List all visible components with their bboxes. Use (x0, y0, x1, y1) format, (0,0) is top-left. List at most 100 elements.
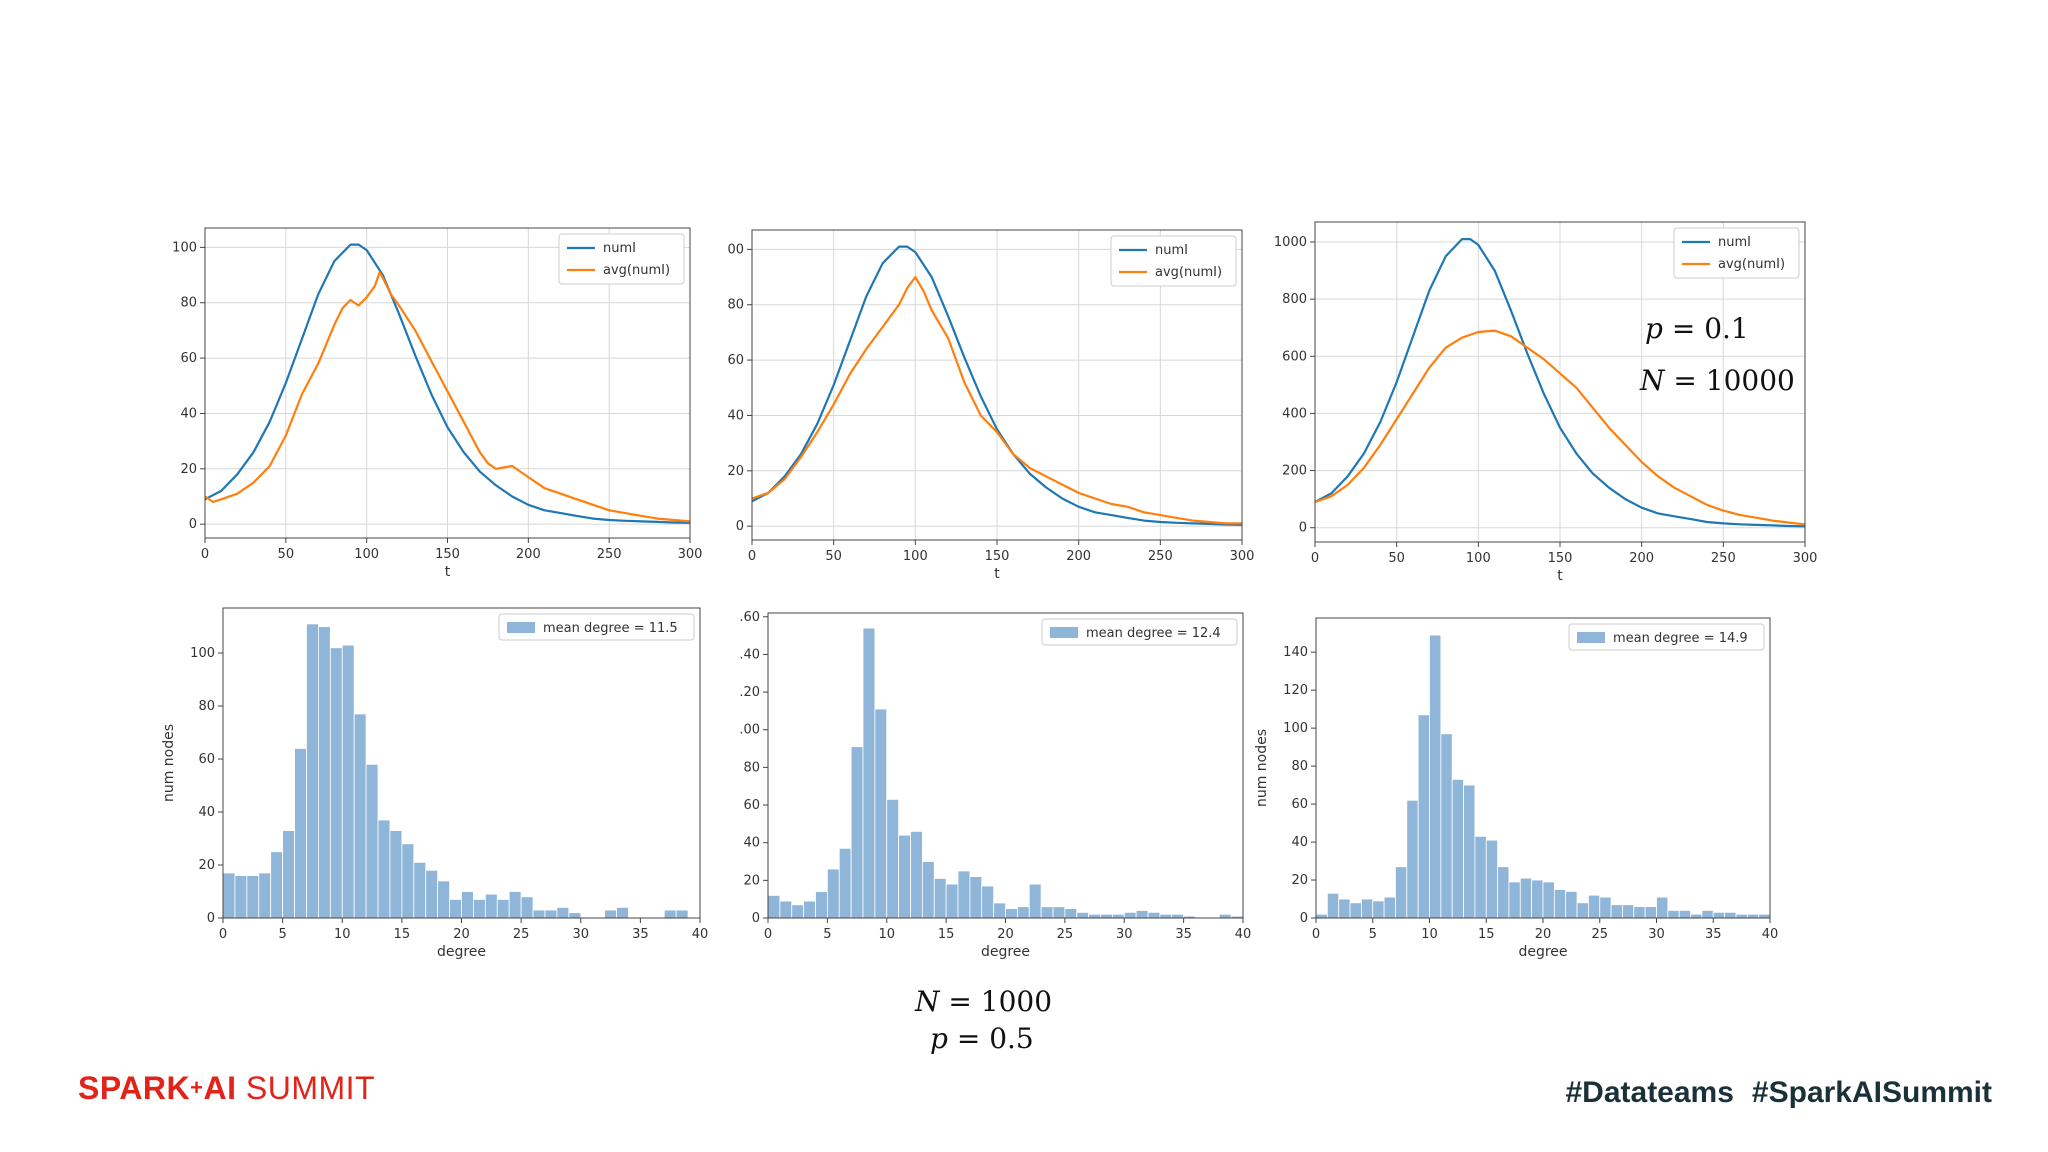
x-axis-label: degree (981, 944, 1030, 960)
y-tick-label-2: 40 (1291, 835, 1308, 850)
histogram-bar (1610, 904, 1623, 919)
x-tick-label-4: 20 (453, 927, 470, 942)
histogram-bar (826, 868, 840, 919)
histogram-bar (556, 907, 570, 919)
histogram-bar (1463, 784, 1476, 919)
histogram-bar (1088, 913, 1101, 919)
y-tick-label-0: 0 (189, 517, 197, 532)
hashtag-sparkaisummit: #SparkAISummit (1751, 1076, 1992, 1109)
histogram-bar (1064, 908, 1078, 919)
plot-area-2: numI avg(numI) 0 50 100 150 200 250 300 0 200 400 60… (1274, 221, 1817, 584)
histogram-bar (1100, 913, 1113, 919)
y-tick-label-5: 100 (1283, 721, 1308, 736)
x-tick-label-5: 25 (513, 927, 530, 942)
x-tick-label-1: 50 (825, 549, 842, 564)
y-tick-label-2: 400 (1282, 406, 1307, 421)
y-tick-label-3: 60 (727, 353, 744, 368)
legend-label-1: avg(numI) (603, 263, 670, 278)
legend-label-1: avg(numI) (1155, 265, 1222, 280)
legend-label-0: numI (1718, 235, 1751, 250)
y-tick-label-3: 60 (198, 752, 215, 767)
chart-bottom-left-svg: mean degree = 11.5 0 5 10 15 20 25 30 35 40 0 20 40 6… (161, 607, 708, 960)
histogram-bar (1147, 911, 1161, 919)
x-tick-label-1: 50 (1388, 551, 1405, 566)
y-tick-label-2: 40 (727, 408, 744, 423)
histogram-bar (1123, 911, 1137, 919)
chart-top-left: numI avg(numI) 0 50 100 150 200 250 300 0 20 40 60 80… (160, 227, 720, 598)
histogram-bar (1417, 714, 1430, 919)
histogram-bar (1565, 891, 1578, 919)
y-tick-label-3: 60 (743, 798, 760, 813)
x-tick-label-0: 0 (764, 927, 772, 942)
histogram-bar (568, 912, 582, 919)
x-axis-label: t (1557, 568, 1563, 584)
hashtag-dataanteams: #Datateams (1565, 1076, 1734, 1109)
x-tick-label-1: 5 (278, 927, 286, 942)
histogram-bar (520, 896, 534, 919)
y-tick-label-0: 0 (1299, 521, 1307, 536)
histogram-bar (1028, 883, 1042, 919)
x-axis-label: degree (437, 944, 486, 960)
legend-label-1: avg(numI) (1718, 257, 1785, 272)
x-tick-label-8: 40 (1235, 927, 1252, 942)
x-tick-label-2: 100 (1466, 551, 1491, 566)
x-tick-label-3: 15 (394, 927, 411, 942)
legend-swatch (1577, 632, 1605, 643)
histogram-bar (604, 909, 617, 919)
chart-top-right-svg: numI avg(numI) 0 50 100 150 200 250 300 0 200 400 60… (1274, 221, 1817, 584)
x-tick-label-1: 5 (1369, 927, 1377, 942)
histogram-bar (1758, 913, 1771, 919)
histogram-bar (1406, 799, 1419, 919)
y-axis-label: num nodes (1254, 729, 1270, 807)
y-tick-label-1: 20 (1291, 873, 1308, 888)
histogram-bar (413, 861, 427, 919)
y-tick-label-0: 0 (752, 911, 760, 926)
histogram-bar (306, 623, 319, 919)
histogram-bar (258, 872, 272, 919)
x-tick-label-6: 30 (1116, 927, 1133, 942)
x-tick-label-1: 50 (278, 547, 295, 562)
histogram-bar (957, 870, 971, 919)
histogram-bar (1016, 906, 1030, 919)
x-tick-label-6: 300 (1230, 549, 1255, 564)
series-line-numI (1314, 238, 1806, 528)
series-line-avg-numI (204, 271, 691, 523)
histogram-bar (484, 893, 498, 919)
y-tick-label-7: .40 (739, 647, 760, 662)
footer-hashtags: #Datateams #SparkAISummit (1547, 1076, 1992, 1110)
histogram-bar (969, 876, 983, 919)
y-tick-label-2: 40 (180, 406, 197, 421)
histogram-bar (886, 798, 900, 919)
x-tick-label-0: 0 (219, 927, 227, 942)
histogram-bar (1508, 881, 1521, 919)
chart-bottom-right: mean degree = 14.9 0 5 10 15 20 25 30 35 40 0 20 40 6… (1250, 608, 1810, 968)
chart-bottom-middle-svg: mean degree = 12.4 0 5 10 15 20 25 30 35 40 0 20 40 6… (739, 610, 1252, 960)
histogram-bar (1724, 911, 1737, 919)
annotation-p-bottom: p = 0.5 (930, 1022, 1034, 1055)
x-tick-label-5: 250 (1711, 551, 1736, 566)
x-tick-label-5: 25 (1591, 927, 1608, 942)
histogram-bar (318, 626, 331, 919)
histogram-bar (981, 885, 995, 919)
x-tick-label-2: 10 (1421, 927, 1438, 942)
histogram-bar (1701, 910, 1714, 919)
x-axis-label: t (445, 564, 451, 580)
y-tick-label-2: 40 (198, 805, 215, 820)
x-tick-label-3: 150 (1548, 551, 1573, 566)
chart-bottom-left: mean degree = 11.5 0 5 10 15 20 25 30 35 40 0 20 40 6… (155, 607, 715, 968)
chart-bottom-right-svg: mean degree = 14.9 0 5 10 15 20 25 30 35 40 0 20 40 6… (1254, 617, 1778, 960)
histogram-bar (838, 847, 852, 919)
histogram-bar (779, 900, 793, 919)
histogram-bar (389, 830, 403, 919)
series-line-avg-numI (1314, 329, 1806, 526)
histogram-bar (675, 909, 689, 919)
x-tick-label-7: 35 (1175, 927, 1192, 942)
x-tick-label-2: 100 (354, 547, 379, 562)
y-tick-label-1: 20 (198, 858, 215, 873)
histogram-bar (222, 872, 236, 919)
histogram-bar (1451, 778, 1464, 919)
histogram-bar (508, 891, 522, 919)
legend-box (1110, 235, 1237, 287)
legend: mean degree = 12.4 (1041, 618, 1238, 646)
legend-label: mean degree = 11.5 (543, 621, 678, 636)
